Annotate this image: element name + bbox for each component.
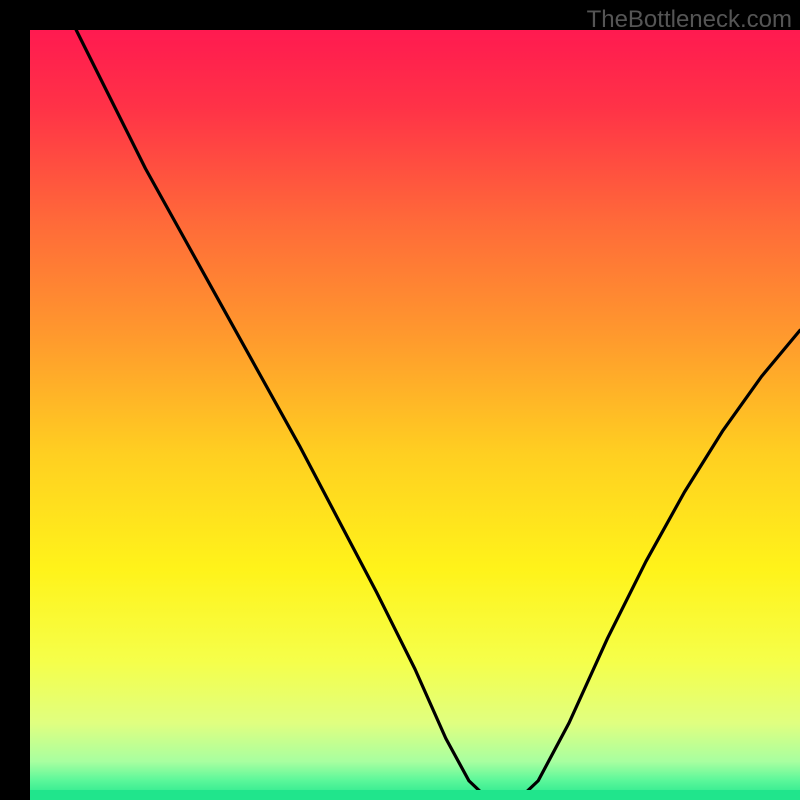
green-floor <box>30 790 800 800</box>
chart-container: TheBottleneck.com <box>0 0 800 800</box>
watermark-text: TheBottleneck.com <box>587 6 792 34</box>
gradient-background <box>30 30 800 800</box>
plot-area <box>30 30 800 800</box>
